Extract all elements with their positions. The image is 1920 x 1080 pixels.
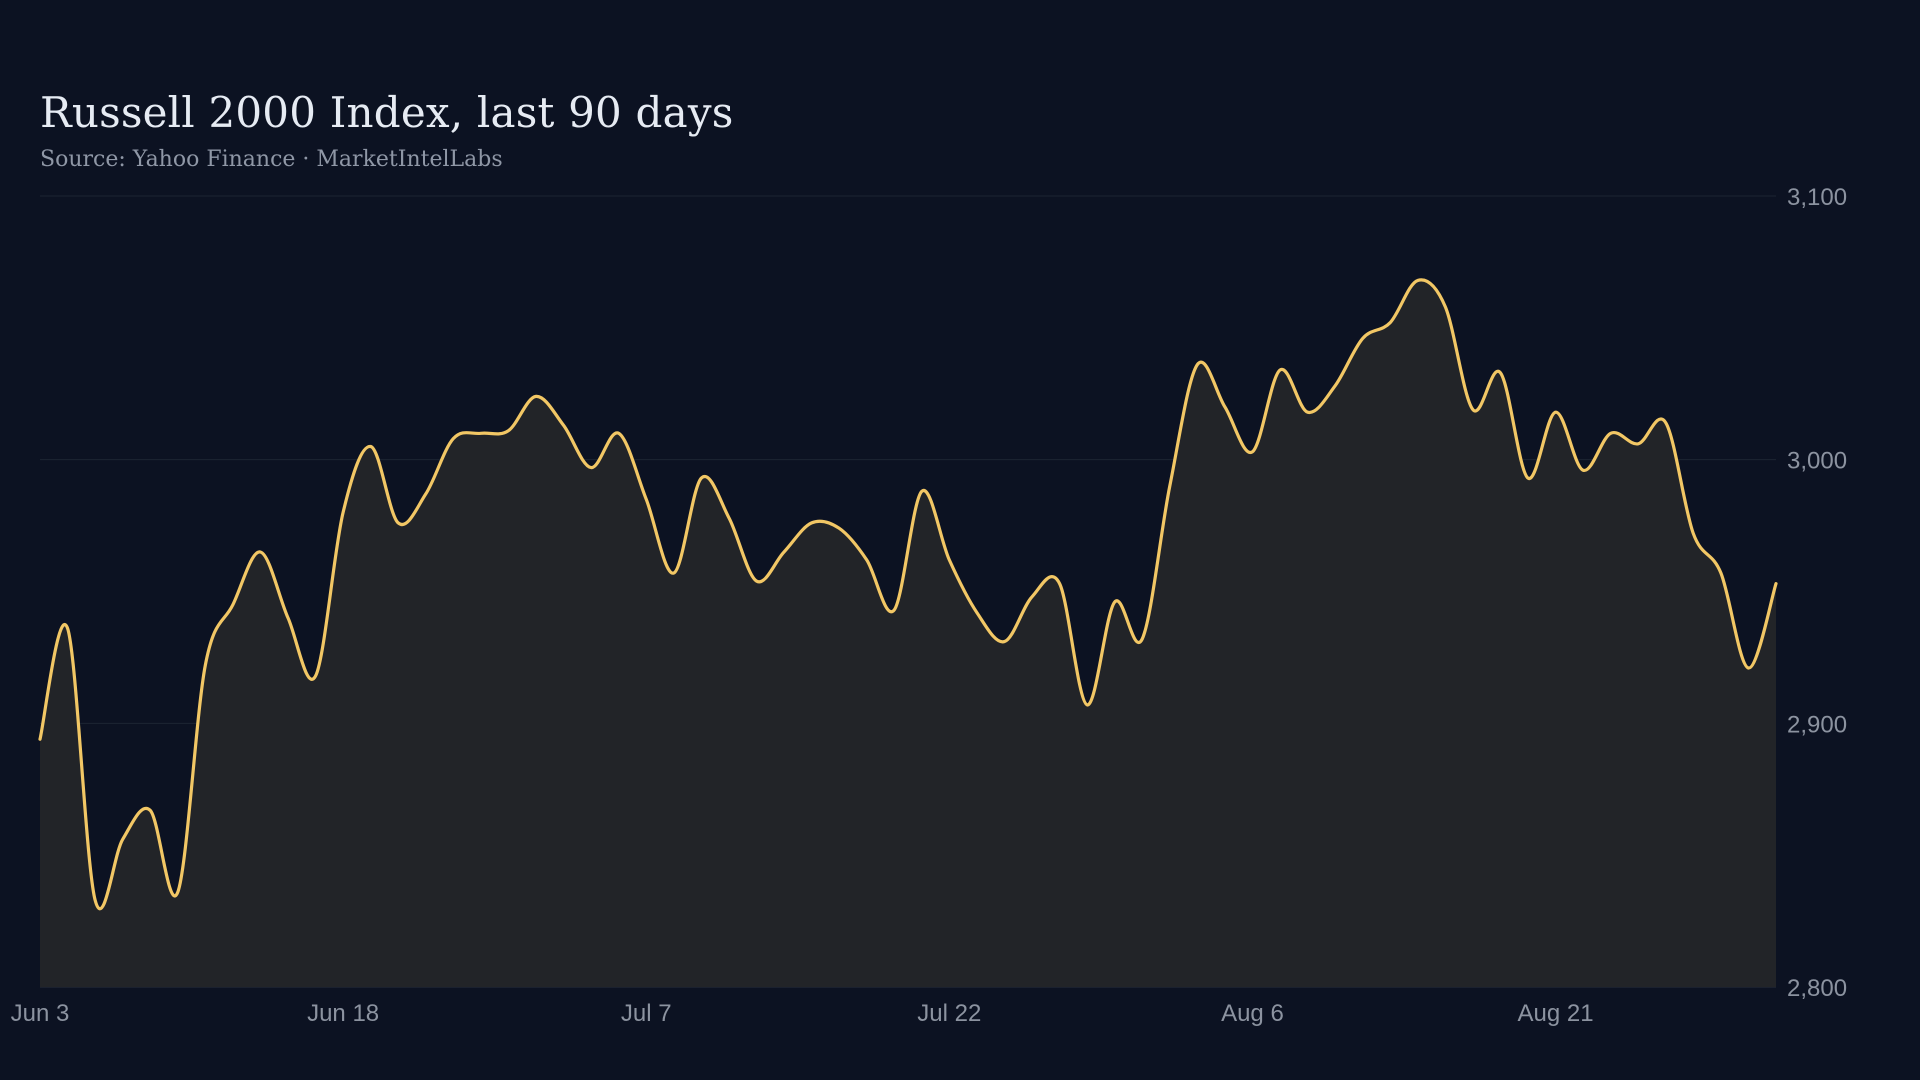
y-tick-label: 2,800 (1787, 975, 1847, 1002)
x-tick-label: Jul 7 (621, 1000, 672, 1027)
series-area (40, 279, 1776, 988)
x-tick-label: Aug 21 (1518, 1000, 1594, 1027)
chart-title: Russell 2000 Index, last 90 days (40, 88, 734, 137)
x-axis-ticks: Jun 3 Jun 18 Jul 7 Jul 22 Aug 6 Aug 21 (11, 1000, 1594, 1027)
chart-subtitle: Source: Yahoo Finance · MarketIntelLabs (40, 147, 503, 172)
x-tick-label: Jun 18 (307, 1000, 379, 1027)
y-axis-ticks: 2,800 2,900 3,000 3,100 (1787, 184, 1847, 1002)
y-tick-label: 3,000 (1787, 448, 1847, 475)
y-tick-label: 2,900 (1787, 711, 1847, 738)
series-line (38, 278, 1778, 911)
x-tick-label: Jun 3 (11, 1000, 70, 1027)
y-tick-label: 3,100 (1787, 184, 1847, 211)
x-tick-label: Jul 22 (917, 1000, 981, 1027)
x-tick-label: Aug 6 (1221, 1000, 1284, 1027)
